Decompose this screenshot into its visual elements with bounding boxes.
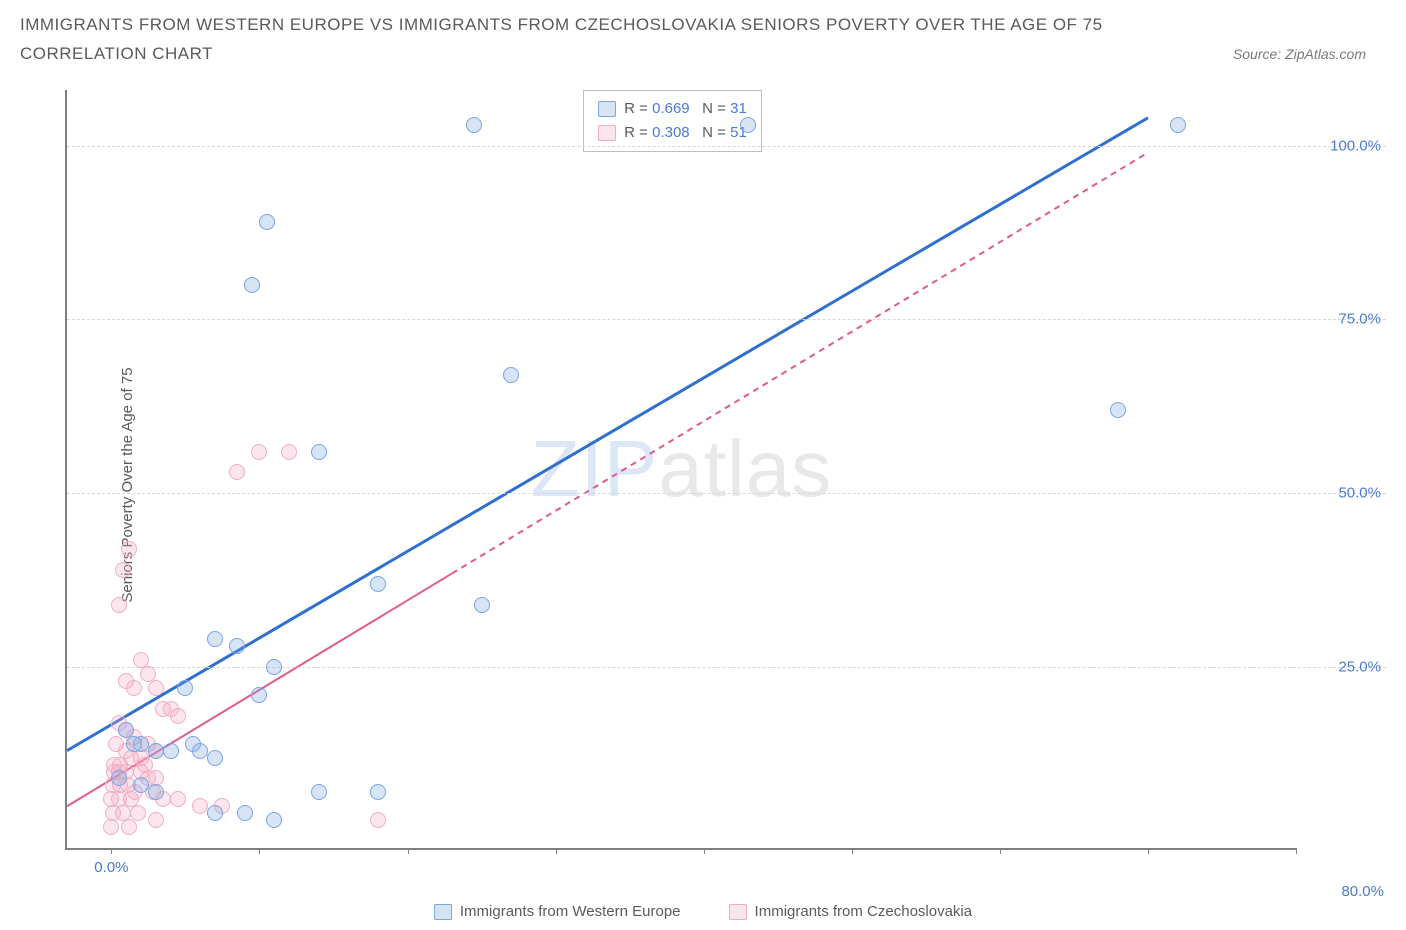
x-tick bbox=[556, 848, 557, 854]
data-point bbox=[170, 791, 186, 807]
x-tick-label: 0.0% bbox=[94, 859, 128, 876]
data-point bbox=[311, 784, 327, 800]
data-point bbox=[207, 631, 223, 647]
series-legend: Immigrants from Western Europe Immigrants… bbox=[0, 903, 1406, 920]
data-point bbox=[148, 812, 164, 828]
data-point bbox=[111, 597, 127, 613]
data-point bbox=[251, 687, 267, 703]
data-point bbox=[474, 597, 490, 613]
source-attribution: Source: ZipAtlas.com bbox=[1233, 46, 1386, 62]
x-tick bbox=[1296, 848, 1297, 854]
y-tick-label: 100.0% bbox=[1330, 137, 1381, 154]
legend-row: R = 0.308 N = 51 bbox=[598, 121, 747, 145]
data-point bbox=[130, 805, 146, 821]
data-point bbox=[237, 805, 253, 821]
data-point bbox=[259, 214, 275, 230]
data-point bbox=[192, 743, 208, 759]
data-point bbox=[207, 750, 223, 766]
x-tick bbox=[111, 848, 112, 854]
gridline bbox=[67, 493, 1386, 494]
data-point bbox=[148, 680, 164, 696]
data-point bbox=[266, 659, 282, 675]
data-point bbox=[370, 784, 386, 800]
data-point bbox=[370, 812, 386, 828]
data-point bbox=[177, 680, 193, 696]
data-point bbox=[311, 444, 327, 460]
data-point bbox=[121, 541, 137, 557]
gridline bbox=[67, 319, 1386, 320]
x-tick bbox=[408, 848, 409, 854]
data-point bbox=[251, 444, 267, 460]
chart-subtitle: CORRELATION CHART bbox=[20, 44, 213, 64]
data-point bbox=[163, 743, 179, 759]
trend-lines bbox=[67, 90, 1296, 848]
data-point bbox=[170, 708, 186, 724]
data-point bbox=[148, 784, 164, 800]
data-point bbox=[148, 743, 164, 759]
data-point bbox=[126, 736, 142, 752]
data-point bbox=[266, 812, 282, 828]
data-point bbox=[740, 117, 756, 133]
data-point bbox=[115, 562, 131, 578]
x-tick bbox=[259, 848, 260, 854]
data-point bbox=[229, 638, 245, 654]
gridline bbox=[67, 667, 1386, 668]
data-point bbox=[370, 576, 386, 592]
x-tick bbox=[1000, 848, 1001, 854]
series-legend-item: Immigrants from Western Europe bbox=[434, 903, 681, 920]
data-point bbox=[229, 464, 245, 480]
y-tick-label: 75.0% bbox=[1338, 311, 1381, 328]
data-point bbox=[466, 117, 482, 133]
data-point bbox=[244, 277, 260, 293]
correlation-legend: R = 0.669 N = 31R = 0.308 N = 51 bbox=[583, 90, 762, 152]
x-tick bbox=[704, 848, 705, 854]
x-tick bbox=[852, 848, 853, 854]
data-point bbox=[192, 798, 208, 814]
x-tick bbox=[1148, 848, 1149, 854]
plot-area: ZIPatlas R = 0.669 N = 31R = 0.308 N = 5… bbox=[65, 90, 1296, 850]
data-point bbox=[1110, 402, 1126, 418]
gridline bbox=[67, 146, 1386, 147]
legend-row: R = 0.669 N = 31 bbox=[598, 97, 747, 121]
data-point bbox=[1170, 117, 1186, 133]
x-axis-max-label: 80.0% bbox=[1341, 883, 1384, 900]
data-point bbox=[111, 770, 127, 786]
y-tick-label: 50.0% bbox=[1338, 485, 1381, 502]
data-point bbox=[126, 680, 142, 696]
chart-area: Seniors Poverty Over the Age of 75 ZIPat… bbox=[20, 90, 1386, 880]
data-point bbox=[207, 805, 223, 821]
chart-header: IMMIGRANTS FROM WESTERN EUROPE VS IMMIGR… bbox=[0, 0, 1406, 70]
data-point bbox=[503, 367, 519, 383]
data-point bbox=[133, 777, 149, 793]
y-tick-label: 25.0% bbox=[1338, 659, 1381, 676]
data-point bbox=[103, 819, 119, 835]
data-point bbox=[281, 444, 297, 460]
series-legend-item: Immigrants from Czechoslovakia bbox=[729, 903, 973, 920]
data-point bbox=[121, 819, 137, 835]
chart-title: IMMIGRANTS FROM WESTERN EUROPE VS IMMIGR… bbox=[20, 12, 1386, 38]
